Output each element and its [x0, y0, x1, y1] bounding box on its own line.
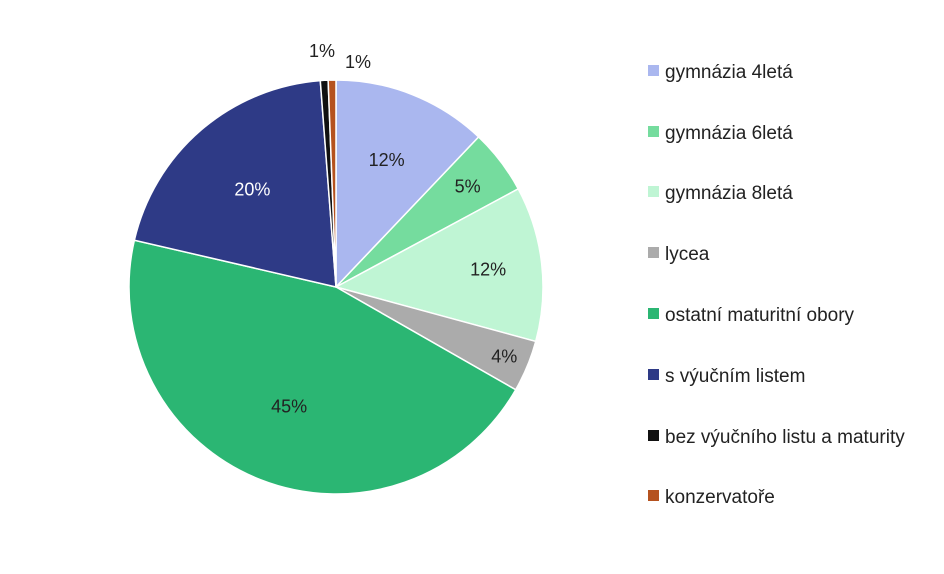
legend-label: s výučním listem: [665, 366, 806, 387]
pie-slice: [327, 79, 337, 288]
legend-swatch: [648, 490, 659, 501]
slice-data-label: 45%: [271, 396, 307, 416]
legend-item: s výučním listem: [648, 364, 905, 389]
legend-swatch: [648, 186, 659, 197]
slice-data-label: 1%: [345, 52, 371, 72]
slice-data-label: 1%: [309, 41, 335, 61]
legend-item: konzervatoře: [648, 485, 905, 510]
slice-data-label: 20%: [234, 180, 270, 200]
slice-data-label: 4%: [491, 347, 517, 367]
legend-swatch: [648, 247, 659, 258]
legend-label: lycea: [665, 244, 710, 265]
legend-item: gymnázia 8letá: [648, 181, 905, 206]
legend-label: gymnázia 4letá: [665, 62, 793, 83]
legend-label: gymnázia 8letá: [665, 183, 793, 204]
legend-item: bez výučního listu a maturity: [648, 425, 905, 450]
pie-slice: [133, 79, 337, 288]
slice-data-label: 5%: [455, 176, 481, 196]
slice-data-label: 12%: [470, 260, 506, 280]
legend-swatch: [648, 430, 659, 441]
legend-label: bez výučního listu a maturity: [665, 427, 905, 448]
legend-label: ostatní maturitní obory: [665, 305, 855, 326]
legend-swatch: [648, 369, 659, 380]
slice-data-label: 12%: [369, 150, 405, 170]
pie-slice: [335, 79, 480, 289]
legend-swatch: [648, 126, 659, 137]
legend-item: ostatní maturitní obory: [648, 303, 905, 328]
legend-swatch: [648, 308, 659, 319]
pie-slice: [333, 187, 544, 343]
pie-slice: [128, 239, 517, 495]
legend-item: gymnázia 4letá: [648, 60, 905, 85]
legend-label: konzervatoře: [665, 487, 775, 508]
legend-item: gymnázia 6letá: [648, 121, 905, 146]
legend-item: lycea: [648, 242, 905, 267]
legend-label: gymnázia 6letá: [665, 123, 793, 144]
legend-swatch: [648, 65, 659, 76]
